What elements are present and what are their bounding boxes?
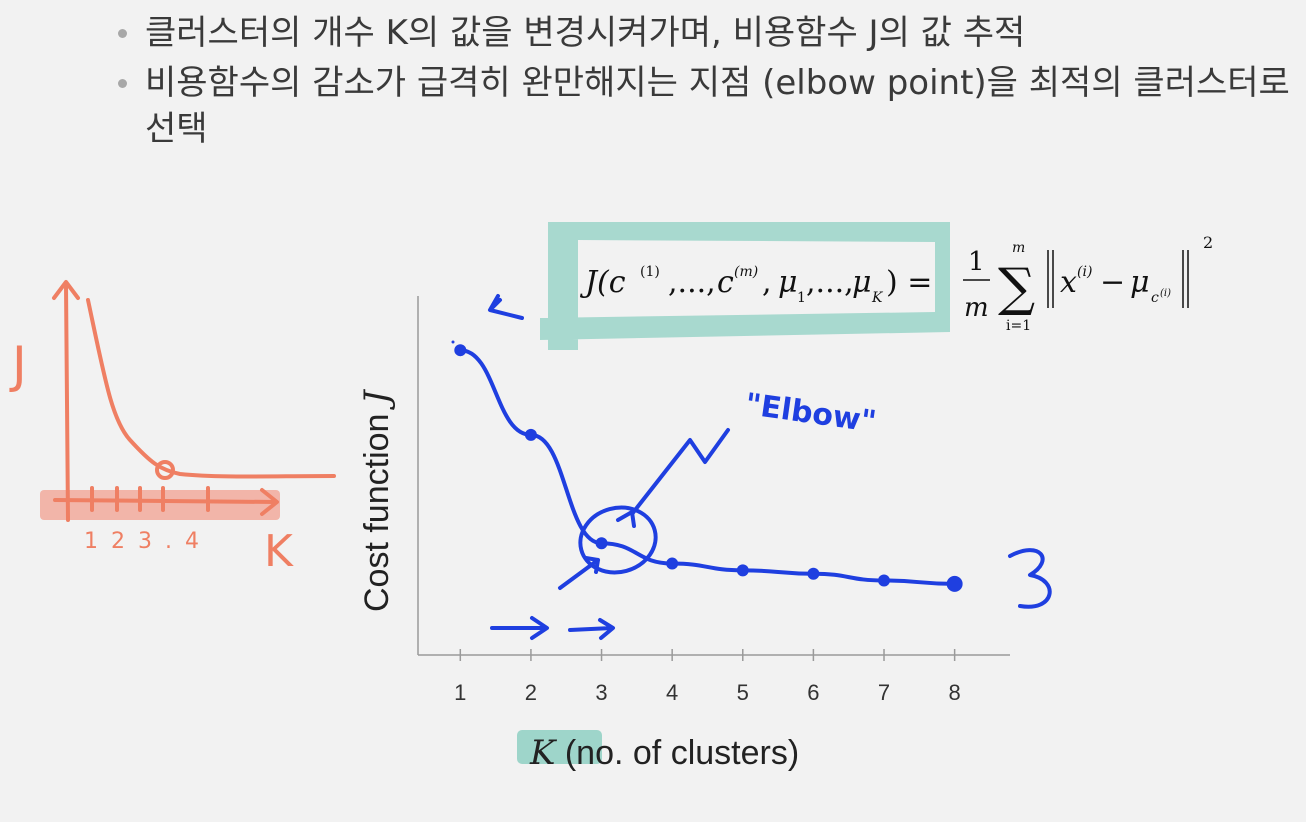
bullet-item: 비용함수의 감소가 급격히 완만해지는 지점 (elbow point)을 최적… xyxy=(118,60,1298,152)
cost-point-k3 xyxy=(595,537,608,550)
sketch-x-arrow xyxy=(260,488,279,516)
sketch-curve xyxy=(86,298,336,479)
x-tick-label: 5 xyxy=(737,680,749,705)
formula-sub-c: c xyxy=(1151,290,1159,306)
cost-curve-line xyxy=(458,348,957,586)
sketch-elbow-mark xyxy=(155,460,175,480)
sketch-tick-labels: 1 2 3 . 4 xyxy=(84,529,202,554)
formula-sub-k: K xyxy=(871,290,884,306)
chart-axes: 1 2 3 4 5 6 7 8 xyxy=(417,296,1010,705)
bullet-text: 비용함수의 감소가 급격히 완만해지는 지점 (elbow point)을 최적… xyxy=(145,63,1290,149)
formula-den: m xyxy=(964,293,989,323)
bullet-dot xyxy=(118,79,127,88)
formula-num: 1 xyxy=(968,247,985,277)
right-arrow-2 xyxy=(568,618,615,640)
formula-muk: μ xyxy=(852,265,872,300)
sketch-y-label: J xyxy=(9,336,27,394)
x-axis-rest: (no. of clusters) xyxy=(555,734,799,772)
x-tick-label: 6 xyxy=(807,680,819,705)
x-tick-label: 8 xyxy=(949,680,961,705)
formula-mu-c: μ xyxy=(1130,265,1150,300)
x-tick-label: 2 xyxy=(525,680,537,705)
formula-sub-ci: (i) xyxy=(1160,288,1171,299)
cost-point-k2 xyxy=(524,428,537,441)
formula-sum-top: m xyxy=(1012,240,1025,256)
formula-sq: 2 xyxy=(1203,233,1213,252)
bullet-dot xyxy=(118,29,127,38)
sketch-elbow-plot: J K 1 2 3 . 4 xyxy=(9,280,336,577)
cost-point-k4 xyxy=(666,557,679,570)
y-axis-var: J xyxy=(357,388,397,410)
formula-mu1: μ xyxy=(778,265,798,300)
formula-sup-i: (i) xyxy=(1077,264,1092,280)
x-tick-label: 3 xyxy=(595,680,607,705)
sketch-ticks xyxy=(90,486,210,512)
x-axis-var: K xyxy=(529,733,558,773)
formula-highlight xyxy=(540,222,950,350)
formula-sum-bottom: i=1 xyxy=(1006,318,1031,334)
elbow-pointer xyxy=(630,428,730,516)
cost-function-formula: J(c (1) ,..., c (m) , μ 1 ,..., μ K ) = … xyxy=(579,233,1213,334)
elbow-circle xyxy=(578,505,658,575)
x-tick-label: 7 xyxy=(878,680,890,705)
x-tick-marks xyxy=(459,649,956,661)
bullet-text: 클러스터의 개수 K의 값을 변경시켜가며, 비용함수 J의 값 추적 xyxy=(145,13,1026,53)
formula-comma: , xyxy=(762,265,772,300)
formula-close: ) = xyxy=(886,265,932,300)
formula-c: c xyxy=(717,265,734,300)
formula-sub-1: 1 xyxy=(797,290,806,306)
k-highlight xyxy=(517,730,602,764)
sketch-x-label: K xyxy=(264,526,294,577)
cost-point-k6 xyxy=(807,567,820,580)
elbow-annotation: "Elbow" xyxy=(743,387,878,440)
sketch-y-arrow xyxy=(52,280,80,300)
y-axis-text: Cost function xyxy=(358,404,396,612)
formula-sup-m: (m) xyxy=(734,264,758,280)
formula-dots-1: ,..., xyxy=(668,265,716,300)
cost-curve-points xyxy=(454,344,963,592)
x-axis-title: K (no. of clusters) xyxy=(529,733,799,773)
cost-point-k8 xyxy=(946,575,963,592)
handwritten-3 xyxy=(1008,548,1052,609)
pen-dot xyxy=(451,340,455,344)
cost-point-k7 xyxy=(878,574,891,587)
sketch-axis-highlight xyxy=(40,490,280,520)
y-axis-title: Cost function J xyxy=(357,388,397,612)
formula-x: x xyxy=(1060,265,1077,300)
x-tick-label: 1 xyxy=(454,680,466,705)
sketch-y-axis xyxy=(64,283,70,522)
bullet-list: 클러스터의 개수 K의 값을 변경시켜가며, 비용함수 J의 값 추적 비용함수… xyxy=(118,10,1298,156)
elbow-arrowhead xyxy=(616,510,636,528)
right-arrow-1 xyxy=(490,616,549,640)
cost-point-k5 xyxy=(736,564,749,577)
x-tick-labels: 1 2 3 4 5 6 7 8 xyxy=(454,680,961,705)
formula-dots-2: ,..., xyxy=(806,265,854,300)
formula-minus: − xyxy=(1100,265,1125,300)
lower-arrow xyxy=(558,556,600,590)
x-tick-label: 4 xyxy=(666,680,678,705)
formula-lhs: J(c xyxy=(579,265,626,300)
start-arrow xyxy=(488,294,524,320)
formula-sup-1: (1) xyxy=(640,264,660,280)
bullet-item: 클러스터의 개수 K의 값을 변경시켜가며, 비용함수 J의 값 추적 xyxy=(118,10,1298,56)
cost-point-k1 xyxy=(454,344,467,357)
formula-sigma: ∑ xyxy=(998,258,1035,318)
